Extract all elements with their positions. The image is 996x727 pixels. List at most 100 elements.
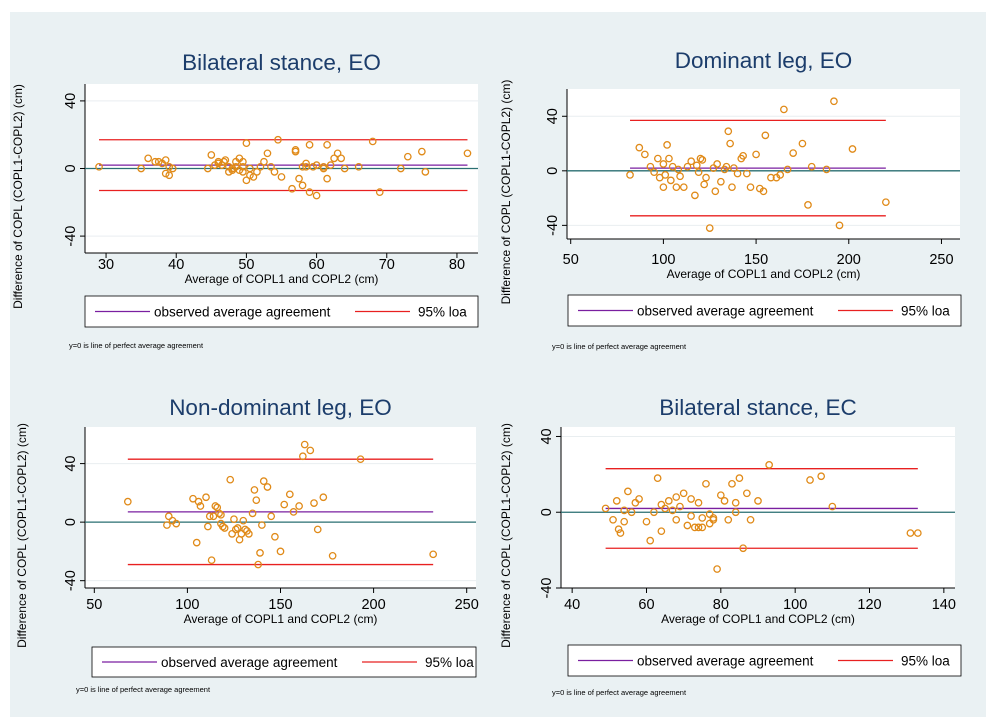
data-point — [305, 140, 314, 149]
chart-title: Non-dominant leg, EO — [169, 395, 392, 420]
data-point — [302, 159, 310, 168]
data-point — [620, 506, 629, 515]
x-tick-label: 150 — [744, 252, 768, 268]
data-point — [780, 105, 788, 114]
data-point — [123, 497, 132, 506]
plot-area — [567, 89, 960, 239]
y-tick-label: 40 — [63, 93, 79, 109]
data-point — [626, 171, 634, 179]
x-tick-label: 70 — [379, 257, 395, 273]
data-point — [731, 498, 740, 507]
data-point — [674, 165, 683, 174]
y-axis-label: Difference of COPL (COPL1-COPL2) (cm) — [11, 84, 25, 309]
data-point — [789, 149, 798, 157]
data-point — [700, 180, 709, 189]
plot-area — [85, 427, 476, 588]
x-tick-label: 200 — [361, 597, 385, 613]
data-point — [713, 160, 722, 168]
data-point — [726, 139, 734, 148]
data-point — [326, 161, 335, 169]
data-point — [728, 183, 736, 192]
data-point — [313, 525, 322, 534]
data-point — [848, 145, 857, 153]
data-point — [172, 519, 181, 528]
data-point — [830, 97, 838, 106]
data-point — [211, 502, 220, 510]
data-point — [305, 188, 314, 197]
data-point — [807, 162, 816, 171]
data-point — [601, 504, 610, 513]
legend-label-observed: observed average agreement — [161, 655, 338, 670]
data-point — [767, 173, 775, 182]
data-point — [817, 472, 826, 481]
x-axis-label: Average of COPL1 and COPL2 (cm) — [184, 612, 378, 626]
data-point — [218, 522, 227, 531]
data-point — [913, 529, 922, 537]
data-point — [368, 137, 377, 146]
data-point — [679, 489, 688, 498]
data-point — [650, 508, 658, 517]
data-point — [164, 512, 173, 521]
data-point — [312, 161, 321, 169]
data-point — [672, 183, 681, 192]
data-point — [277, 173, 286, 181]
data-point — [168, 164, 177, 173]
data-point — [375, 188, 384, 197]
data-point — [687, 157, 696, 166]
data-point — [250, 486, 259, 494]
data-point — [661, 504, 669, 513]
x-axis-label: Average of COPL1 and COPL2 (cm) — [185, 272, 379, 286]
data-point — [692, 161, 701, 170]
data-point — [263, 149, 272, 158]
data-point — [328, 551, 337, 560]
data-point — [746, 183, 755, 192]
x-tick-label: 100 — [651, 252, 675, 268]
data-point — [724, 515, 733, 524]
data-point — [270, 168, 279, 176]
x-tick-label: 50 — [86, 597, 102, 613]
data-point — [783, 165, 792, 174]
plot-area — [561, 427, 955, 588]
data-point — [203, 164, 212, 173]
data-point — [463, 149, 472, 158]
data-point — [356, 455, 365, 464]
data-point — [739, 544, 747, 553]
data-point — [295, 502, 303, 510]
data-point — [421, 168, 430, 176]
x-axis-label: Average of COPL1 and COPL2 (cm) — [661, 612, 855, 626]
x-tick-label: 100 — [783, 597, 807, 613]
data-point — [683, 521, 692, 530]
data-point — [690, 523, 699, 532]
note-text: y=0 is line of perfect average agreement — [552, 688, 687, 697]
data-point — [694, 523, 703, 532]
data-point — [220, 524, 229, 532]
data-point — [746, 515, 755, 524]
data-point — [291, 146, 300, 154]
data-point — [635, 143, 644, 152]
data-point — [298, 452, 307, 461]
panel-non-dominant-leg-eo: Non-dominant leg, EO -40 0 40 50 100 150 200 250… — [15, 395, 479, 694]
data-point — [242, 176, 251, 185]
data-point — [676, 502, 684, 511]
data-point — [694, 498, 703, 507]
data-point — [239, 516, 248, 525]
data-point — [612, 497, 621, 505]
data-point — [694, 168, 703, 177]
data-point — [239, 162, 247, 171]
x-tick-label: 40 — [168, 257, 184, 273]
data-point — [300, 440, 309, 449]
data-point — [285, 490, 294, 499]
legend-label-loa: 95% loa — [425, 655, 474, 670]
chart-title: Dominant leg, EO — [675, 48, 853, 73]
y-axis-label: Difference of COPL (COPL1-COPL2) (cm) — [499, 80, 513, 305]
data-point — [691, 191, 699, 200]
y-axis-label: Difference of COPL (COPL1-COPL2) (cm) — [15, 423, 29, 648]
data-point — [698, 156, 707, 164]
data-point — [653, 154, 662, 163]
x-tick-label: 250 — [455, 597, 479, 613]
data-point — [253, 168, 261, 176]
data-point — [396, 164, 405, 173]
data-point — [319, 493, 328, 502]
data-point — [161, 156, 170, 164]
